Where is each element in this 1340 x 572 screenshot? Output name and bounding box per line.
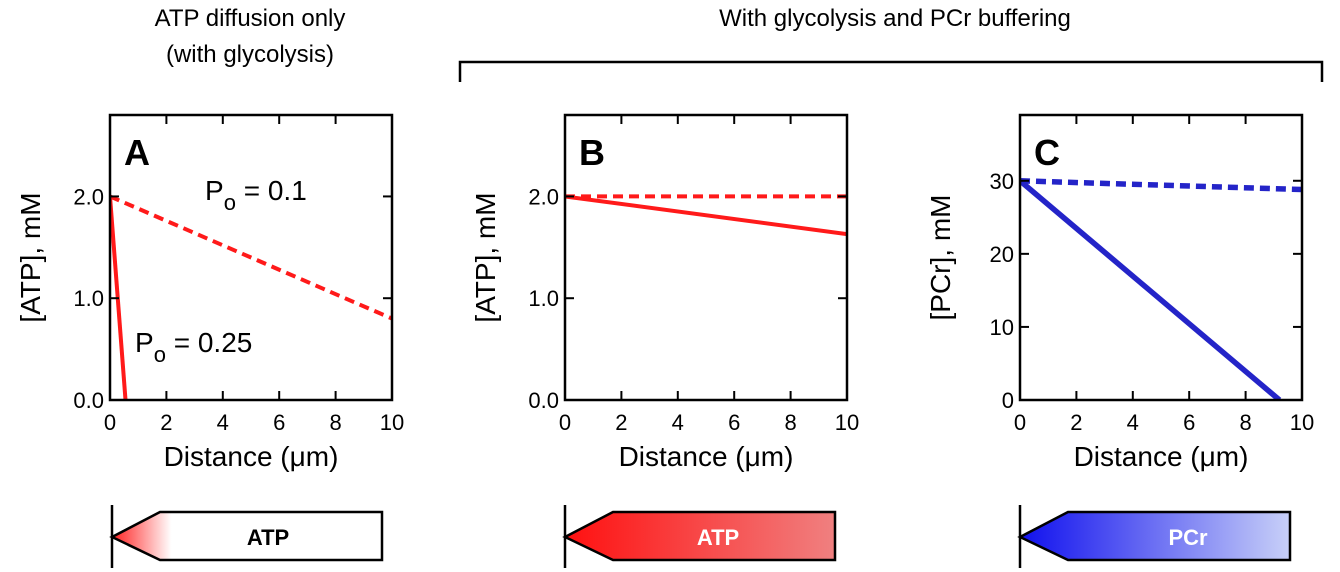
x-tick-label: 2 (1070, 410, 1082, 435)
x-axis-label: Distance (μm) (164, 441, 339, 472)
x-tick-label: 0 (1014, 410, 1026, 435)
y-tick-label: 2.0 (528, 184, 559, 209)
y-tick-label: 0 (1002, 388, 1014, 413)
y-tick-label: 1.0 (73, 286, 104, 311)
y-tick-label: 2.0 (73, 184, 104, 209)
annotation-part: P (135, 327, 154, 358)
x-tick-label: 6 (273, 410, 285, 435)
gradient-arrow: ATP (562, 505, 837, 568)
x-axis-label: Distance (μm) (619, 441, 794, 472)
panel-label: B (579, 132, 605, 173)
panel-label: A (124, 132, 150, 173)
x-tick-label: 4 (1127, 410, 1139, 435)
x-tick-label: 2 (160, 410, 172, 435)
x-tick-label: 10 (835, 410, 859, 435)
x-tick-label: 4 (672, 410, 684, 435)
y-tick-label: 0.0 (528, 388, 559, 413)
gradient-label: PCr (1168, 525, 1208, 550)
y-tick-label: 30 (990, 169, 1014, 194)
y-tick-label: 20 (990, 242, 1014, 267)
x-tick-label: 10 (1290, 410, 1314, 435)
x-tick-label: 8 (1239, 410, 1251, 435)
annotation-part: = 0.1 (236, 175, 307, 206)
annotation-part: o (224, 190, 236, 215)
x-tick-label: 6 (728, 410, 740, 435)
bracket (458, 60, 1324, 82)
annotation-part: P (205, 175, 224, 206)
y-axis-label: [PCr], mM (925, 195, 956, 321)
plot-frame (563, 113, 849, 402)
chart: 0 2 4 6 8 10 0.0 1.0 2.0 A Distance (μm) [ATP], mM P… (15, 113, 404, 472)
x-tick-label: 0 (104, 410, 116, 435)
chart: 0 2 4 6 8 10 0 10 20 30 C Distance (μm) [PCr], mM (925, 113, 1314, 472)
x-tick-label: 10 (380, 410, 404, 435)
y-tick-label: 1.0 (528, 286, 559, 311)
header: (with glycolysis) (166, 41, 334, 68)
panel-label: C (1034, 132, 1060, 173)
header: With glycolysis and PCr buffering (719, 5, 1071, 32)
gradient-arrow: ATP (109, 505, 384, 568)
data-line (1020, 178, 1302, 193)
x-tick-label: 8 (329, 410, 341, 435)
header: ATP diffusion only (155, 5, 346, 32)
data-line (110, 194, 392, 321)
annotation: Po = 0.1 (205, 175, 307, 215)
x-tick-label: 4 (217, 410, 229, 435)
plot-frame (108, 113, 394, 402)
x-tick-label: 0 (559, 410, 571, 435)
x-tick-label: 8 (784, 410, 796, 435)
y-tick-label: 0.0 (73, 388, 104, 413)
annotation-part: = 0.25 (166, 327, 252, 358)
plot-area (1020, 178, 1302, 400)
gradient-label: ATP (247, 525, 289, 550)
y-tick-label: 10 (990, 315, 1014, 340)
x-tick-label: 6 (1183, 410, 1195, 435)
annotation-part: o (154, 342, 166, 367)
plot-area (565, 194, 847, 237)
data-line (565, 194, 847, 237)
gradient-arrow: PCr (1017, 505, 1292, 568)
y-axis-label: [ATP], mM (470, 192, 501, 322)
plot-area (110, 194, 392, 400)
x-tick-label: 2 (615, 410, 627, 435)
gradient-label: ATP (697, 525, 739, 550)
plot-frame (1018, 113, 1304, 402)
x-axis-label: Distance (μm) (1074, 441, 1249, 472)
annotation: Po = 0.25 (135, 327, 252, 367)
y-axis-label: [ATP], mM (15, 192, 46, 322)
chart: 0 2 4 6 8 10 0.0 1.0 2.0 B Distance (μm) [ATP], mM (470, 113, 859, 472)
data-line (1020, 178, 1282, 400)
